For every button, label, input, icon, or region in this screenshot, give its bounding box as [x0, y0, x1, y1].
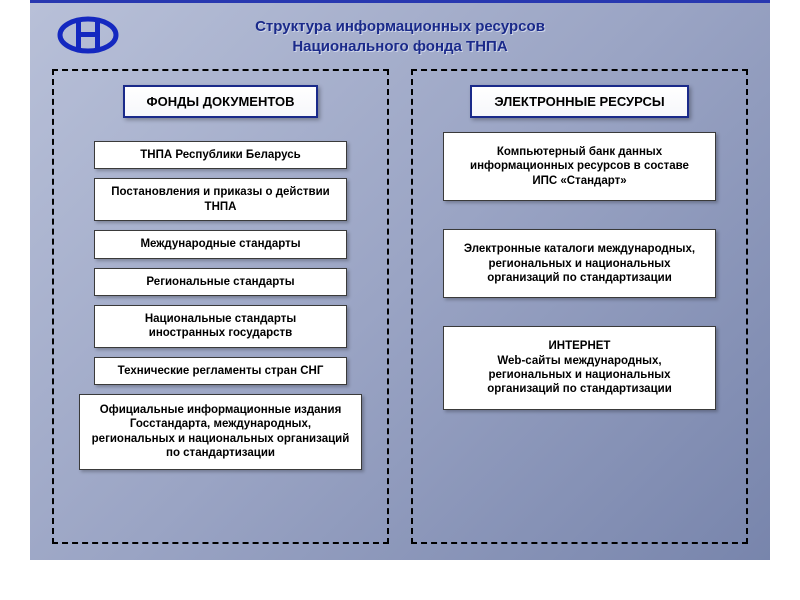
page-title: Структура информационных ресурсов Национ…	[30, 17, 770, 56]
left-item: Официальные информационные издания Госст…	[79, 394, 361, 470]
left-header: ФОНДЫ ДОКУМЕНТОВ	[123, 85, 319, 118]
right-header: ЭЛЕКТРОННЫЕ РЕСУРСЫ	[470, 85, 688, 118]
left-item: Постановления и приказы о действии ТНПА	[94, 178, 346, 221]
left-item: Международные стандарты	[94, 230, 346, 258]
left-column: ФОНДЫ ДОКУМЕНТОВ ТНПА Республики Беларус…	[52, 69, 389, 544]
left-item: Национальные стандарты иностранных госуд…	[94, 305, 346, 348]
title-line2: Национального фонда ТНПА	[30, 37, 770, 57]
columns-wrap: ФОНДЫ ДОКУМЕНТОВ ТНПА Республики Беларус…	[52, 69, 748, 544]
left-item: ТНПА Республики Беларусь	[94, 141, 346, 169]
right-item: Электронные каталоги международных, реги…	[443, 229, 716, 298]
right-item: ИНТЕРНЕТWeb-сайты международных, региона…	[443, 326, 716, 410]
right-column: ЭЛЕКТРОННЫЕ РЕСУРСЫ Компьютерный банк да…	[411, 69, 748, 544]
left-item: Технические регламенты стран СНГ	[94, 357, 346, 385]
slide: Структура информационных ресурсов Национ…	[30, 0, 770, 560]
title-line1: Структура информационных ресурсов	[30, 17, 770, 37]
right-item: Компьютерный банк данных информационных …	[443, 132, 716, 201]
left-item: Региональные стандарты	[94, 268, 346, 296]
